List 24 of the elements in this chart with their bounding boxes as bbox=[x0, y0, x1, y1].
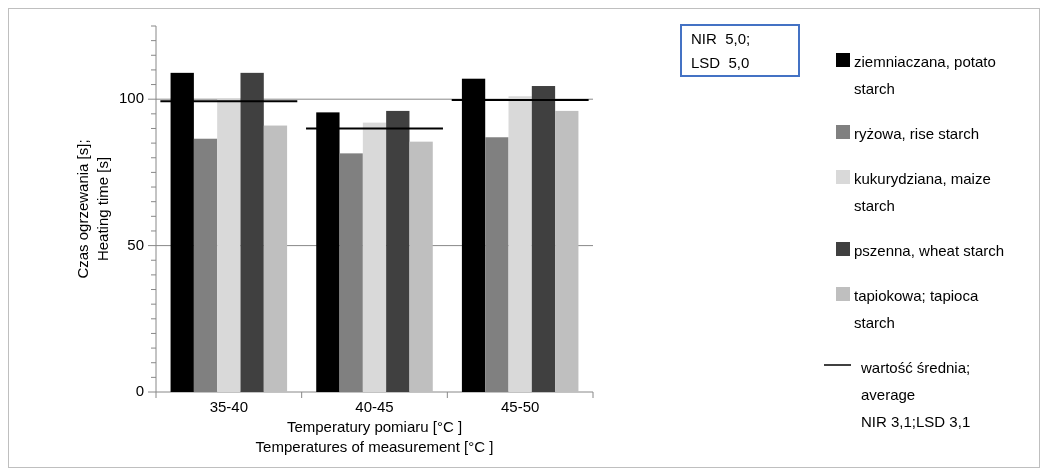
bar bbox=[409, 141, 433, 392]
legend-label: ryżowa, rise starch bbox=[854, 124, 980, 142]
x-tick-label: 35-40 bbox=[209, 398, 249, 415]
bar bbox=[508, 96, 532, 392]
bar bbox=[240, 72, 264, 392]
legend-label: wartość średnia; average NIR 3,1;LSD 3,1 bbox=[860, 358, 971, 430]
legend-label: ziemniaczana, potato starch bbox=[854, 52, 996, 97]
text: NIR 5,0; LSD 5,0 bbox=[691, 30, 751, 71]
x-tick-label: 45-50 bbox=[500, 398, 540, 415]
y-tick-label: 0 bbox=[135, 381, 144, 399]
legend-label: tapiokowa; tapioca starch bbox=[854, 286, 979, 331]
y-axis-title: Czas ogrzewania [s]; Heating time [s] bbox=[74, 139, 111, 279]
legend-label: kukurydziana, maize starch bbox=[854, 169, 991, 214]
bar bbox=[217, 99, 241, 392]
bar bbox=[362, 122, 387, 392]
x-axis-title: Temperatury pomiaru [°C ] Temperatures of measurement [°C ] bbox=[255, 418, 494, 455]
bar bbox=[386, 110, 410, 392]
bar bbox=[263, 125, 288, 392]
bar bbox=[531, 86, 556, 392]
legend-label: pszenna, wheat starch bbox=[854, 241, 1005, 259]
x-tick-label: 40-45 bbox=[355, 398, 394, 415]
y-tick-label: 50 bbox=[127, 235, 144, 253]
bar bbox=[555, 110, 579, 392]
y-tick-label: 100 bbox=[118, 89, 144, 107]
